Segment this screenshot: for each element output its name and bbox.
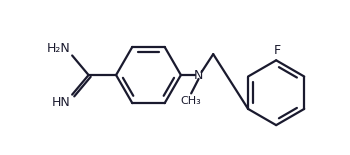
Text: CH₃: CH₃	[181, 96, 202, 106]
Text: HN: HN	[51, 96, 70, 109]
Text: F: F	[274, 44, 281, 57]
Text: H₂N: H₂N	[47, 42, 70, 55]
Text: N: N	[194, 69, 203, 82]
